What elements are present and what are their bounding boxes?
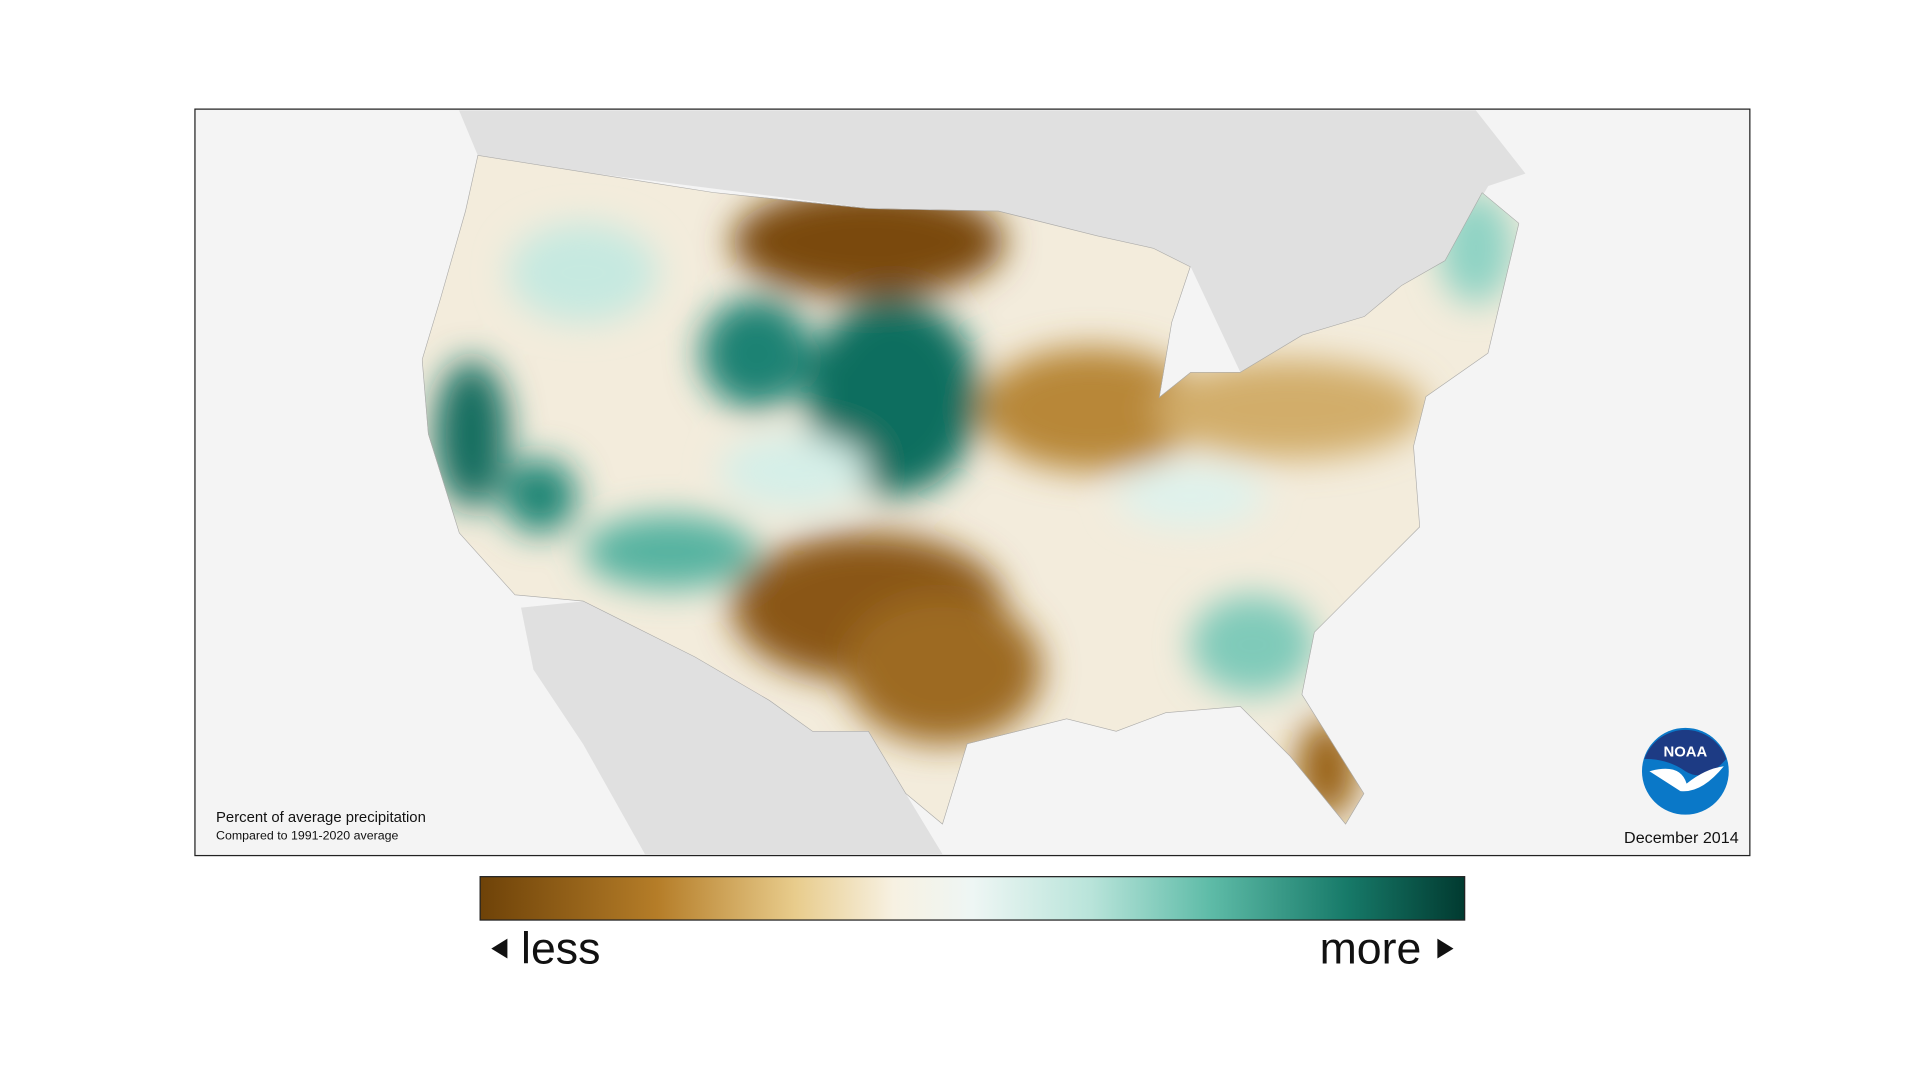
map-subcaption: Compared to 1991-2020 average	[216, 828, 398, 842]
noaa-logo: NOAA	[1641, 727, 1729, 815]
legend-low: less	[521, 924, 600, 973]
legend-high: more	[1320, 924, 1422, 973]
map-caption: Percent of average precipitation	[216, 810, 426, 826]
map-date: December 2014	[1624, 829, 1739, 847]
logo-label: NOAA	[1663, 744, 1707, 760]
more-arrow	[1437, 938, 1454, 959]
less-arrow	[491, 938, 508, 959]
color-ramp	[479, 876, 1466, 921]
basemap	[459, 110, 1526, 855]
